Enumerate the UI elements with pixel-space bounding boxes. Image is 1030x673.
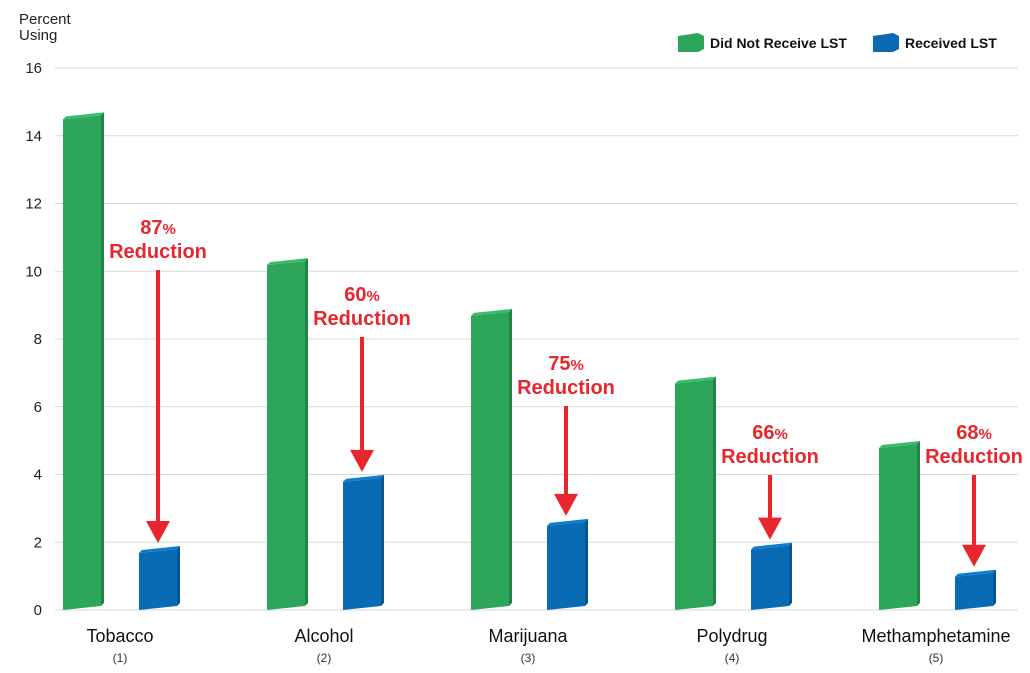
reduction-arrow-head [554,493,578,516]
x-category-note: (4) [725,651,740,665]
legend-label: Did Not Receive LST [710,35,847,51]
percent-sign: % [366,288,379,305]
reduction-word-label: Reduction [109,241,207,263]
bar-did-not-receive-lst-side [305,258,308,606]
legend-swatch [873,33,899,52]
bar-did-not-receive-lst-face [267,261,305,610]
y-axis-title-line2: Using [19,27,57,44]
y-tick-label: 4 [34,467,42,484]
percent-sign: % [774,426,787,443]
bar-received-lst-face [139,549,177,610]
x-category-label: Polydrug [696,626,767,646]
bar-received-lst-side [585,518,588,606]
percent-sign: % [978,426,991,443]
reduction-number: 75 [548,353,570,375]
reduction-word-label: Reduction [721,446,819,468]
reduction-arrow-head [962,544,986,567]
bar-received-lst [547,518,588,610]
bar-did-not-receive-lst-top [471,308,512,316]
bar-received-lst [955,569,996,610]
y-tick-label: 6 [34,399,42,416]
reduction-arrow-head [350,449,374,472]
x-category-note: (2) [317,651,332,665]
bar-received-lst-side [381,474,384,606]
bar-did-not-receive-lst-face [879,444,917,610]
y-tick-label: 0 [34,602,42,619]
bar-received-lst [139,546,180,610]
y-tick-label: 14 [25,128,42,145]
bar-received-lst-face [751,545,789,610]
y-tick-label: 10 [25,263,42,280]
x-category-note: (5) [929,651,944,665]
x-category-note: (1) [113,651,128,665]
bar-did-not-receive-lst-face [63,115,101,611]
bar-did-not-receive-lst-side [917,441,920,606]
bars [63,112,996,611]
bar-did-not-receive-lst [471,308,512,610]
reduction-word-label: Reduction [925,446,1023,468]
reduction-arrow-head [146,521,170,544]
x-category-label: Marijuana [488,626,568,646]
reduction-percent-label: 68% [956,422,992,444]
reduction-number: 60 [344,284,366,306]
x-axis-labels: Tobacco (1) Alcohol (2) Marijuana (3) Polydrug… [86,626,1010,665]
y-tick-label: 2 [34,534,42,551]
percent-sign: % [162,221,175,238]
bar-received-lst-side [177,546,180,606]
reduction-percent-label: 75% [548,353,584,375]
bar-received-lst-top [751,542,792,550]
bar-received-lst-top [955,569,996,577]
y-tick-label: 16 [25,60,42,77]
bar-received-lst-top [139,546,180,554]
reduction-word-label: Reduction [517,377,615,399]
x-category-label: Methamphetamine [861,626,1010,646]
bar-did-not-receive-lst-face [675,379,713,610]
bar-did-not-receive-lst [675,376,716,610]
bar-did-not-receive-lst-top [267,258,308,266]
y-tick-label: 12 [25,196,42,213]
x-category-note: (3) [521,651,536,665]
reduction-annotations: 87%Reduction60%Reduction75%Reduction66%R… [109,217,1023,567]
bar-received-lst-top [343,474,384,482]
y-tick-label: 8 [34,331,42,348]
bar-did-not-receive-lst-face [471,311,509,610]
percent-sign: % [570,357,583,374]
bar-did-not-receive-lst-side [101,112,104,607]
bar-received-lst [751,542,792,610]
legend-swatch [678,33,704,52]
bar-did-not-receive-lst-top [879,441,920,449]
bar-did-not-receive-lst [63,112,104,611]
bar-did-not-receive-lst-top [63,112,104,120]
bar-received-lst-side [993,569,996,606]
x-category-label: Alcohol [294,626,353,646]
bar-did-not-receive-lst [879,441,920,610]
bar-received-lst-top [547,518,588,526]
bar-did-not-receive-lst-top [675,376,716,384]
legend: Did Not Receive LST Received LST [678,33,997,52]
y-axis-ticks: 0 2 4 6 8 10 12 14 16 [25,60,42,619]
y-axis-title-line1: Percent [19,11,72,28]
reduction-arrow-head [758,517,782,540]
bar-received-lst [343,474,384,610]
bar-received-lst-face [547,521,585,610]
bar-received-lst-face [343,477,381,610]
reduction-number: 68 [956,422,978,444]
reduction-number: 87 [140,217,162,239]
gridlines [55,67,1018,611]
x-category-label: Tobacco [86,626,153,646]
reduction-percent-label: 87% [140,217,176,239]
bar-did-not-receive-lst [267,258,308,610]
bar-did-not-receive-lst-side [713,376,716,606]
reduction-number: 66 [752,422,774,444]
bar-received-lst-side [789,542,792,606]
reduction-word-label: Reduction [313,308,411,330]
reduction-percent-label: 60% [344,284,380,306]
y-axis-title: Percent Using [19,11,72,44]
bar-received-lst-face [955,572,993,610]
reduction-percent-label: 66% [752,422,788,444]
legend-label: Received LST [905,35,997,51]
bar-did-not-receive-lst-side [509,308,512,606]
